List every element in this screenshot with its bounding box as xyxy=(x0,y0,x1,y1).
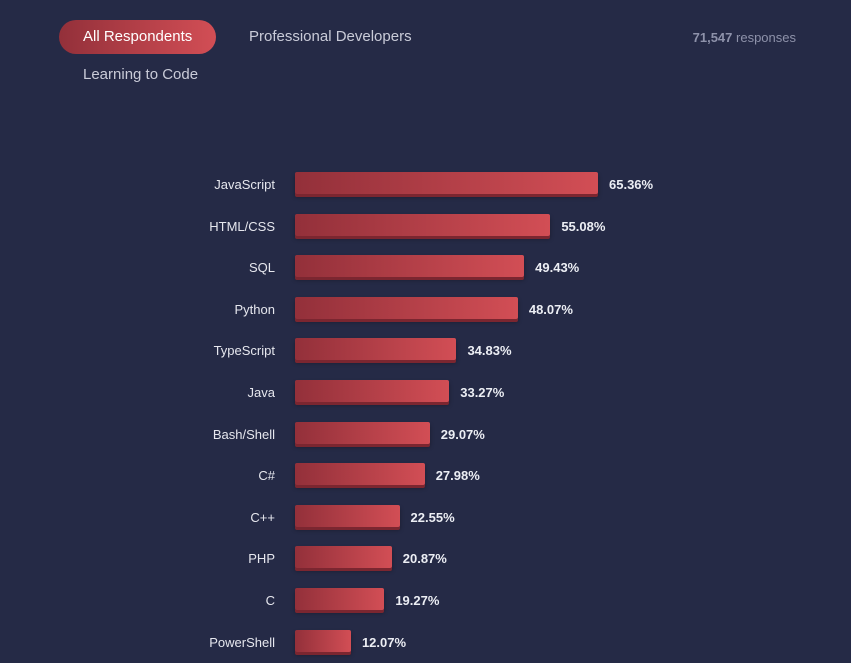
bar xyxy=(295,504,400,527)
value-label: 33.27% xyxy=(460,385,505,400)
value-label: 29.07% xyxy=(440,426,485,442)
bar xyxy=(295,338,457,361)
value-label: 55.08% xyxy=(561,218,606,234)
bar-row: PowerShell 12.07% xyxy=(0,629,851,656)
value-label: 48.07% xyxy=(528,301,573,317)
tab-all-respondents[interactable]: All Respondents xyxy=(59,20,217,54)
bar-row: JavaScript 65.36% xyxy=(0,172,851,198)
bar xyxy=(295,588,385,610)
value-label: 65.36% xyxy=(609,177,654,192)
value-label: 27.98% xyxy=(435,468,480,484)
value-label: 20.87% xyxy=(402,551,447,567)
category-label: Bash/Shell xyxy=(212,426,275,442)
category-label: JavaScript xyxy=(214,177,275,192)
response-count-value: 71,547 xyxy=(692,30,733,45)
bar-row: C 19.27% xyxy=(0,588,851,614)
bar-row: HTML/CSS 55.08% xyxy=(0,213,851,240)
response-count-label: responses xyxy=(736,30,796,45)
bar xyxy=(295,421,430,444)
bar xyxy=(295,463,425,486)
bar xyxy=(295,296,518,319)
category-label: PowerShell xyxy=(209,634,275,650)
category-label: C# xyxy=(258,468,275,484)
value-label: 34.83% xyxy=(467,343,512,359)
bar-row: C++ 22.55% xyxy=(0,504,851,531)
category-label: HTML/CSS xyxy=(209,218,275,234)
bar xyxy=(295,546,392,569)
bar-row: PHP 20.87% xyxy=(0,546,851,572)
bar-row: SQL 49.43% xyxy=(0,255,851,281)
bar xyxy=(295,213,551,236)
category-label: SQL xyxy=(248,260,275,276)
bar xyxy=(295,255,525,278)
tab-learning-to-code[interactable]: Learning to Code xyxy=(83,66,199,83)
value-label: 22.55% xyxy=(410,509,455,525)
value-label: 12.07% xyxy=(361,634,407,650)
category-label: C++ xyxy=(250,509,275,525)
tab-professional-developers[interactable]: Professional Developers xyxy=(249,28,412,45)
category-label: PHP xyxy=(248,551,275,567)
bar-row: C# 27.98% xyxy=(0,463,851,489)
category-label: TypeScript xyxy=(213,343,275,359)
bar xyxy=(295,629,351,652)
bar-row: Java 33.27% xyxy=(0,380,851,406)
category-label: Python xyxy=(234,301,275,317)
bar xyxy=(295,380,450,402)
bar-row: Python 48.07% xyxy=(0,296,851,323)
value-label: 49.43% xyxy=(535,260,580,276)
bar-row: Bash/Shell 29.07% xyxy=(0,421,851,448)
bar xyxy=(295,172,598,194)
category-label: C xyxy=(265,593,275,608)
bar-row: TypeScript 34.83% xyxy=(0,338,851,364)
value-label: 19.27% xyxy=(395,593,440,608)
category-label: Java xyxy=(247,385,275,400)
response-count: 71,547 responses xyxy=(693,30,796,45)
